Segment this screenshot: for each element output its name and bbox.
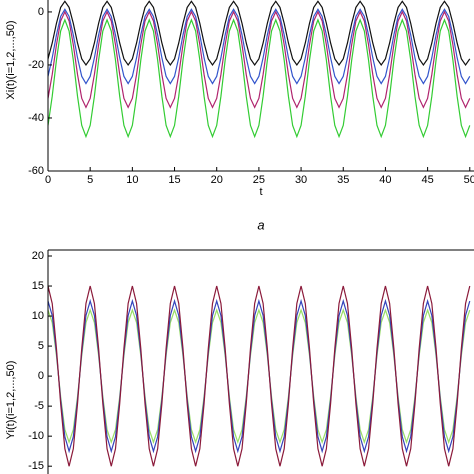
- y-tick-label: -15: [28, 460, 44, 472]
- y-tick-label: 5: [38, 340, 44, 352]
- series-line: [48, 298, 471, 454]
- series-line: [48, 308, 471, 445]
- y-tick-label: 0: [38, 370, 44, 382]
- plot-lines: [48, 285, 471, 467]
- y-tick-label: 20: [32, 250, 44, 262]
- x-tick-label: 50: [464, 174, 474, 186]
- x-tick-label: 15: [168, 174, 180, 186]
- x-tick-label: 5: [87, 174, 93, 186]
- y-axis-label: Xi(t)(i=1,2,...,50): [5, 20, 17, 99]
- x-tick-label: 10: [126, 174, 138, 186]
- x-tick-label: 20: [211, 174, 223, 186]
- series-line: [48, 18, 471, 139]
- series-line: [48, 0, 471, 67]
- y-tick-label: -5: [34, 400, 44, 412]
- y-tick-label: -10: [28, 430, 44, 442]
- x-tick-label: 25: [253, 174, 265, 186]
- x-tick-label: 30: [295, 174, 307, 186]
- y-tick-label: 15: [32, 280, 44, 292]
- panel-caption: a: [257, 217, 264, 232]
- y-tick-label: 0: [38, 6, 44, 18]
- x-tick-label: 40: [379, 174, 391, 186]
- y-tick-label: 10: [32, 310, 44, 322]
- x-tick-label: 45: [421, 174, 433, 186]
- plot-lines: [48, 0, 471, 139]
- y-tick-label: -40: [28, 112, 44, 124]
- x-tick-label: 0: [45, 174, 51, 186]
- y-axis-label: Yi(t)(i=1,2,...,50): [5, 361, 17, 440]
- y-tick-label: -60: [28, 165, 44, 177]
- y-tick-label: -20: [28, 59, 44, 71]
- series-line: [48, 8, 471, 85]
- series-line: [48, 10, 471, 109]
- x-tick-label: 35: [337, 174, 349, 186]
- series-line: [48, 285, 471, 467]
- x-axis-label: t: [259, 186, 262, 198]
